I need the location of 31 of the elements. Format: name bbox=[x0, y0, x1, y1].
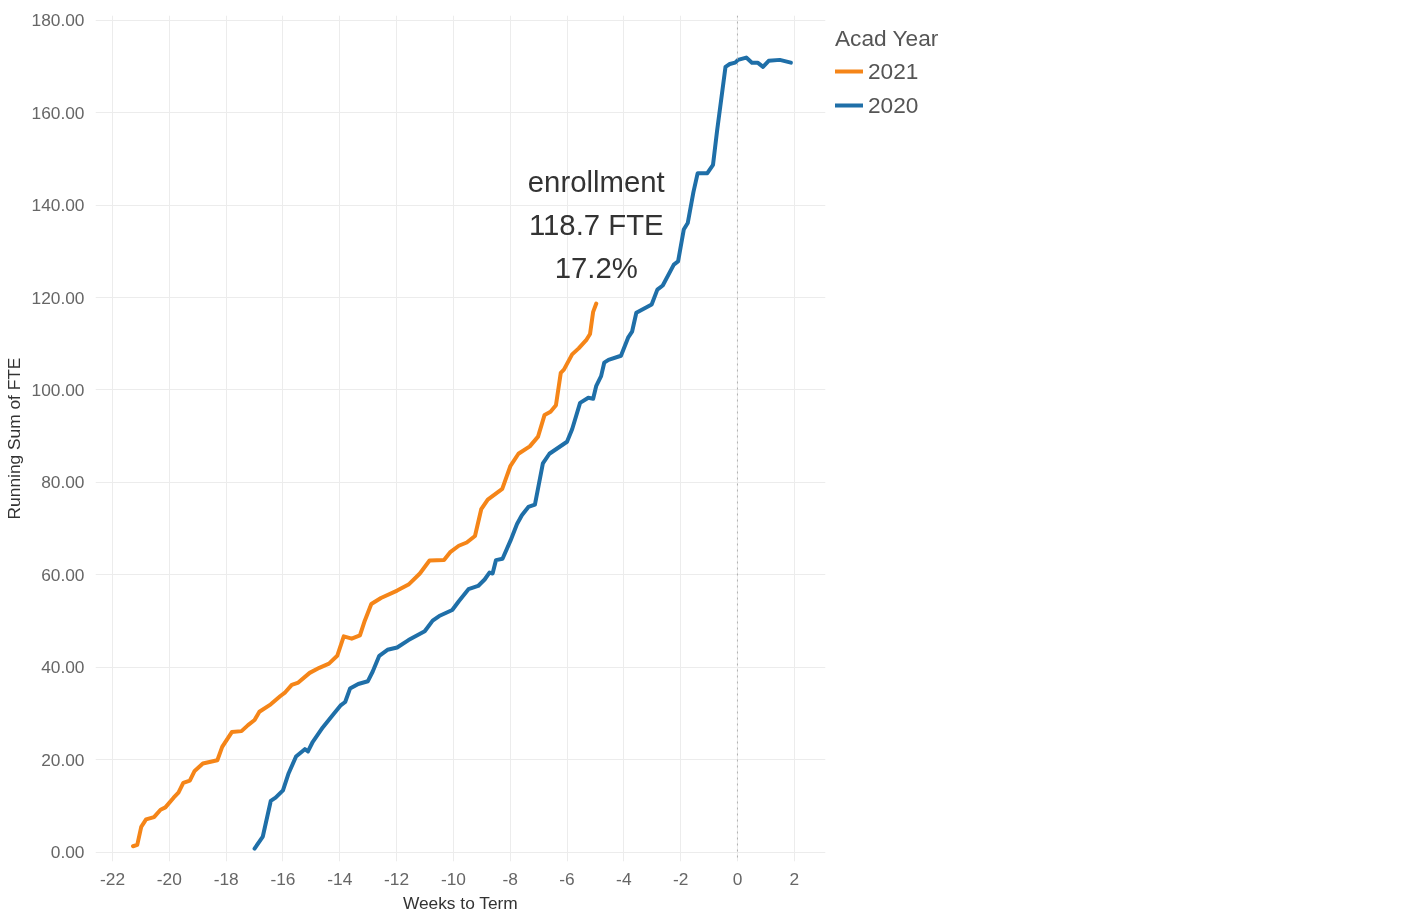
y-tick-label: 100.00 bbox=[31, 379, 85, 400]
legend-title: Acad Year bbox=[835, 25, 939, 52]
x-tick-label: -8 bbox=[502, 868, 518, 889]
x-tick-label: -2 bbox=[672, 868, 689, 889]
y-tick-label: 80.00 bbox=[41, 472, 85, 493]
x-tick-label: -4 bbox=[616, 868, 632, 889]
x-tick-label: -18 bbox=[213, 868, 239, 889]
x-tick-label: -14 bbox=[327, 868, 353, 889]
x-tick-label: -6 bbox=[559, 868, 575, 889]
legend-label: 2020 bbox=[868, 91, 919, 119]
x-tick-label: -10 bbox=[440, 868, 466, 889]
annotation: enrollment 118.7 FTE 17.2% bbox=[527, 164, 665, 284]
x-tick-label: -22 bbox=[100, 868, 126, 889]
y-axis-title: Running Sum of FTE bbox=[3, 357, 24, 520]
y-tick-label: 120.00 bbox=[31, 287, 85, 308]
line-series bbox=[252, 55, 793, 851]
x-axis-title: Weeks to Term bbox=[402, 892, 518, 913]
x-tick-label: -12 bbox=[384, 868, 410, 889]
x-tick-label: -16 bbox=[270, 868, 296, 889]
y-tick-label: 20.00 bbox=[41, 749, 85, 770]
y-tick-label: 180.00 bbox=[31, 10, 85, 31]
legend-label: 2021 bbox=[868, 57, 919, 85]
y-tick-label: 0.00 bbox=[50, 842, 85, 863]
x-tick-label: -20 bbox=[156, 868, 182, 889]
x-tick-label: 0 bbox=[732, 868, 743, 889]
line-series bbox=[130, 301, 599, 849]
y-tick-label: 160.00 bbox=[31, 102, 85, 123]
y-tick-label: 140.00 bbox=[31, 195, 85, 216]
x-tick-label: 2 bbox=[789, 868, 800, 889]
y-tick-label: 40.00 bbox=[41, 657, 85, 678]
y-tick-label: 60.00 bbox=[41, 564, 85, 585]
